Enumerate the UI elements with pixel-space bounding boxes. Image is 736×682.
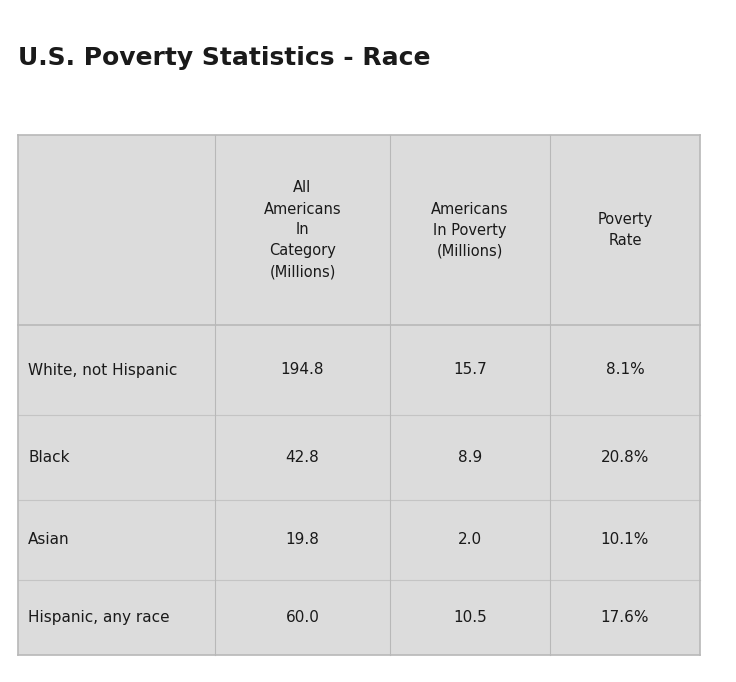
Text: 19.8: 19.8: [286, 533, 319, 548]
Text: 20.8%: 20.8%: [601, 450, 649, 465]
Text: Americans
In Poverty
(Millions): Americans In Poverty (Millions): [431, 201, 509, 258]
Text: 15.7: 15.7: [453, 363, 487, 378]
Text: Asian: Asian: [28, 533, 70, 548]
Text: 17.6%: 17.6%: [601, 610, 649, 625]
Text: U.S. Poverty Statistics - Race: U.S. Poverty Statistics - Race: [18, 46, 431, 70]
Text: 194.8: 194.8: [280, 363, 325, 378]
Text: 8.1%: 8.1%: [606, 363, 645, 378]
Bar: [18, 135, 700, 655]
Text: 42.8: 42.8: [286, 450, 319, 465]
Text: 10.1%: 10.1%: [601, 533, 649, 548]
Text: Poverty
Rate: Poverty Rate: [598, 212, 653, 248]
Text: All
Americans
In
Category
(Millions): All Americans In Category (Millions): [263, 181, 342, 280]
Text: Hispanic, any race: Hispanic, any race: [28, 610, 169, 625]
Text: 8.9: 8.9: [458, 450, 482, 465]
Text: 60.0: 60.0: [286, 610, 319, 625]
Text: White, not Hispanic: White, not Hispanic: [28, 363, 177, 378]
Text: 2.0: 2.0: [458, 533, 482, 548]
Text: Black: Black: [28, 450, 69, 465]
Text: 10.5: 10.5: [453, 610, 487, 625]
